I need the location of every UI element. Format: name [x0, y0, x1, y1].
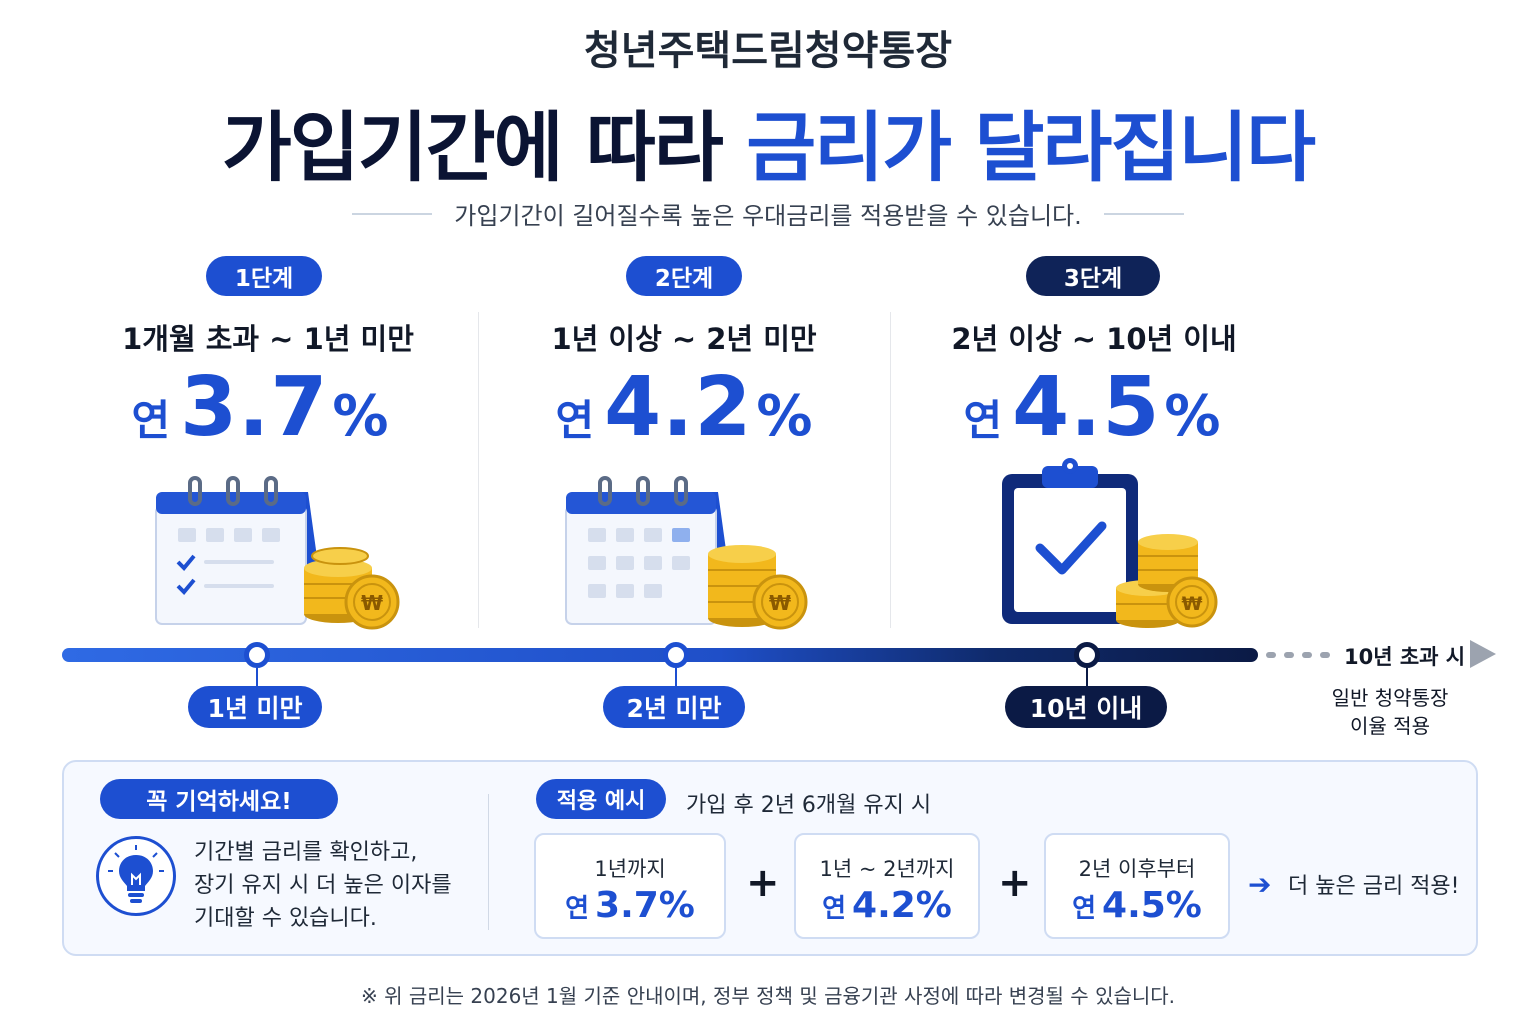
stage-3-range: 2년 이상 ~ 10년 이내: [951, 322, 1237, 356]
stage-1-rate-value: 3.7: [180, 360, 329, 455]
stage-3-rate-prefix: 연: [963, 396, 1003, 445]
subline: 가입기간이 길어질수록 높은 우대금리를 적용받을 수 있습니다.: [0, 196, 1536, 231]
timeline-bar: [62, 648, 1258, 662]
timeline-stem: [1086, 668, 1088, 688]
stage-1-range: 1개월 초과 ~ 1년 미만: [122, 322, 414, 356]
subline-divider-left: [352, 212, 433, 215]
timeline-stem: [256, 668, 258, 688]
stage-2-range: 1년 이상 ~ 2년 미만: [551, 322, 817, 356]
example-rate-prefix: 연: [822, 894, 847, 924]
remember-badge: 꼭 기억하세요!: [100, 779, 338, 819]
after-note-line2: 이율 적용: [1350, 714, 1430, 738]
panel-divider: [488, 794, 489, 930]
stage-1-badge: 1단계: [206, 256, 322, 296]
example-rate-value: 4.2%: [852, 885, 952, 926]
svg-text:₩: ₩: [769, 591, 791, 615]
svg-text:₩: ₩: [361, 591, 383, 615]
stage-1-rate: 연 3.7 %: [50, 360, 470, 455]
example-box-label: 1년 ~ 2년까지: [819, 857, 955, 881]
svg-text:₩: ₩: [1182, 593, 1203, 615]
example-box-label: 1년까지: [594, 857, 666, 881]
subline-text: 가입기간이 길어질수록 높은 우대금리를 적용받을 수 있습니다.: [454, 202, 1082, 230]
stage-divider: [478, 312, 479, 628]
remember-text: 기간별 금리를 확인하고, 장기 유지 시 더 높은 이자를 기대할 수 있습니…: [194, 836, 484, 935]
stage-2-rate-prefix: 연: [555, 396, 595, 445]
lightbulb-icon: [96, 836, 176, 916]
stage-3-badge: 3단계: [1026, 256, 1160, 296]
example-rate-prefix: 연: [565, 894, 590, 924]
stage-2-rate-unit: %: [756, 384, 813, 449]
brand-title: 청년주택드림청약통장: [584, 28, 952, 74]
marker-1-year: 1년 미만: [188, 686, 322, 728]
remember-line2: 장기 유지 시 더 높은 이자를: [194, 873, 452, 898]
example-box-2: 1년 ~ 2년까지 연 4.2%: [794, 833, 980, 939]
after-note-line1: 일반 청약통장: [1331, 686, 1449, 710]
stage-2-rate: 연 4.2 %: [474, 360, 894, 455]
stage-3-rate-unit: %: [1164, 384, 1221, 449]
footnote: ※ 위 금리는 2026년 1월 기준 안내이며, 정부 정책 및 금융기관 사…: [360, 984, 1176, 1008]
timeline-node: [663, 642, 689, 668]
marker-2-years: 2년 미만: [603, 686, 745, 728]
page-headline: 가입기간에 따라 금리가 달라집니다: [0, 86, 1536, 196]
example-box-3: 2년 이후부터 연 4.5%: [1044, 833, 1230, 939]
after-10-years-note: 일반 청약통장 이율 적용: [1300, 684, 1480, 740]
example-box-1: 1년까지 연 3.7%: [534, 833, 726, 939]
arrow-right-icon: ➔: [1248, 868, 1272, 901]
dotted-extension: [1266, 652, 1330, 658]
timeline-node: [244, 642, 270, 668]
stage-1-rate-unit: %: [332, 384, 389, 449]
remember-line3: 기대할 수 있습니다.: [194, 906, 377, 931]
stage-divider: [890, 312, 891, 628]
stage-3-rate: 연 4.5 %: [882, 360, 1302, 455]
example-badge: 적용 예시: [536, 779, 666, 819]
remember-line1: 기간별 금리를 확인하고,: [194, 840, 418, 865]
calendar-icon: ₩: [565, 476, 808, 630]
plus-icon: +: [998, 860, 1032, 906]
stage-3-rate-value: 4.5: [1012, 360, 1161, 455]
calendar-checklist-icon: ₩: [155, 476, 400, 630]
stage-1-rate-prefix: 연: [131, 396, 171, 445]
example-rate-value: 3.7%: [595, 885, 695, 926]
arrow-right-icon: [1470, 640, 1496, 668]
result-text: 더 높은 금리 적용!: [1288, 874, 1460, 899]
example-box-label: 2년 이후부터: [1078, 857, 1196, 881]
example-rate-value: 4.5%: [1102, 885, 1202, 926]
example-box-rate: 연 4.5%: [1046, 885, 1228, 926]
headline-part1: 가입기간에 따라: [221, 103, 724, 192]
example-condition: 가입 후 2년 6개월 유지 시: [686, 793, 932, 818]
clipboard-check-icon: ₩: [1002, 458, 1218, 628]
after-10-years-label: 10년 초과 시: [1344, 645, 1466, 669]
timeline-stem: [675, 668, 677, 688]
example-box-rate: 연 3.7%: [536, 885, 724, 926]
headline-part2: 금리가 달라집니다: [746, 103, 1316, 192]
subline-divider-right: [1103, 212, 1184, 215]
example-box-rate: 연 4.2%: [796, 885, 978, 926]
stage-2-rate-value: 4.2: [604, 360, 753, 455]
timeline-node: [1074, 642, 1100, 668]
stage-2-badge: 2단계: [626, 256, 742, 296]
example-rate-prefix: 연: [1072, 894, 1097, 924]
marker-10-years: 10년 이내: [1005, 686, 1167, 728]
plus-icon: +: [746, 860, 780, 906]
